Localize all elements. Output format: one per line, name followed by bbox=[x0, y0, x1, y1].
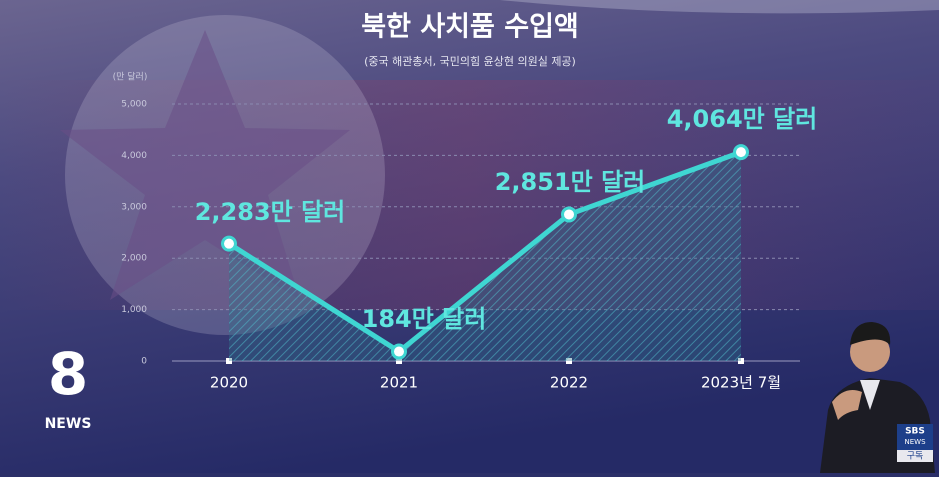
value-label: 2,283만 달러 bbox=[195, 198, 346, 226]
y-axis-label: (만 달러) bbox=[113, 71, 148, 83]
y-tick-label: 5,000 bbox=[121, 100, 147, 110]
flag-star bbox=[60, 30, 350, 300]
x-tick-label: 2022 bbox=[550, 374, 588, 392]
y-tick-label: 2,000 bbox=[121, 254, 147, 264]
channel-badge[interactable]: SBS NEWS 구독 bbox=[897, 424, 933, 462]
badge-sub: NEWS bbox=[904, 438, 926, 446]
area bbox=[229, 152, 741, 361]
y-tick-label: 1,000 bbox=[121, 305, 147, 315]
point bbox=[733, 144, 749, 161]
y-tick-label: 0 bbox=[141, 357, 147, 367]
y-tick-label: 3,000 bbox=[121, 202, 147, 212]
chart-subtitle: (중국 해관총서, 국민의힘 윤상현 의원실 제공) bbox=[364, 54, 576, 68]
value-label: 2,851만 달러 bbox=[495, 168, 646, 196]
y-tick-label: 4,000 bbox=[121, 151, 147, 161]
value-label: 184만 달러 bbox=[362, 305, 487, 333]
logo-text: NEWS bbox=[45, 416, 92, 432]
chart-title: 북한 사치품 수입액 bbox=[361, 12, 579, 43]
badge-channel: SBS bbox=[905, 427, 925, 437]
subscribe-button[interactable]: 구독 bbox=[907, 451, 924, 462]
flag-stripe bbox=[500, 0, 939, 14]
point bbox=[391, 343, 407, 360]
plot: 0 1,000 2,000 3,000 4,000 5,000 2020 2021 2022 20… bbox=[121, 100, 817, 392]
x-tick-label: 2023년 7월 bbox=[701, 374, 781, 392]
point bbox=[221, 235, 237, 252]
value-label: 4,064만 달러 bbox=[667, 105, 818, 133]
subscribe-bg bbox=[897, 450, 933, 462]
logo-number: 8 bbox=[48, 340, 88, 408]
point bbox=[561, 206, 577, 223]
x-tick-label: 2020 bbox=[210, 374, 248, 392]
news-logo: 8 NEWS bbox=[45, 340, 92, 432]
x-tick-label: 2021 bbox=[380, 374, 418, 392]
line bbox=[227, 149, 742, 355]
